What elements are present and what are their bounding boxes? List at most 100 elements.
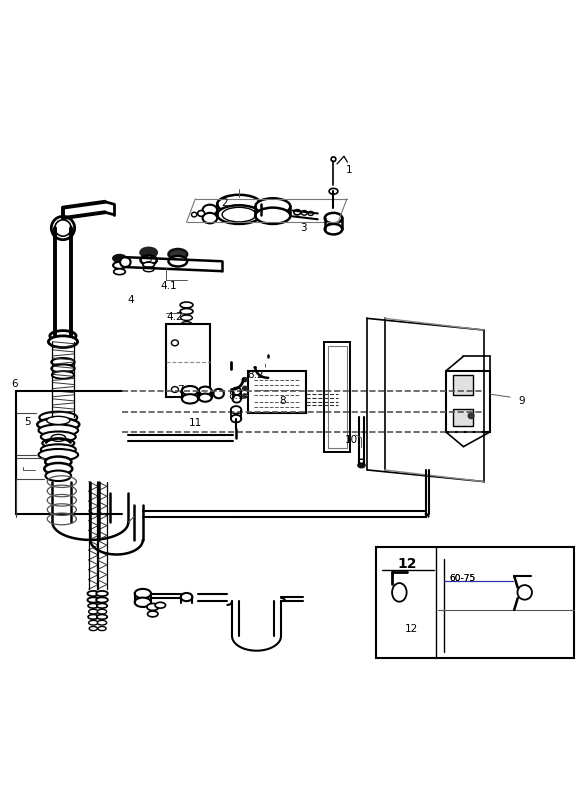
Text: 8: 8 xyxy=(279,396,286,406)
Text: 1: 1 xyxy=(345,165,352,174)
Ellipse shape xyxy=(243,378,247,382)
Text: 2: 2 xyxy=(221,198,228,208)
Ellipse shape xyxy=(155,602,166,608)
Ellipse shape xyxy=(114,269,125,274)
Ellipse shape xyxy=(41,431,76,442)
Ellipse shape xyxy=(48,336,78,347)
Ellipse shape xyxy=(203,213,217,223)
Ellipse shape xyxy=(45,457,72,467)
Ellipse shape xyxy=(325,224,342,234)
Ellipse shape xyxy=(199,386,212,394)
Text: 5: 5 xyxy=(145,254,152,264)
Ellipse shape xyxy=(135,589,151,598)
Ellipse shape xyxy=(392,583,407,602)
Ellipse shape xyxy=(468,413,474,418)
Text: 11: 11 xyxy=(189,418,202,428)
Ellipse shape xyxy=(359,459,364,463)
Ellipse shape xyxy=(87,591,99,596)
Ellipse shape xyxy=(50,330,76,341)
Text: 8.1: 8.1 xyxy=(228,391,244,401)
Ellipse shape xyxy=(217,194,261,214)
Ellipse shape xyxy=(43,438,75,448)
Ellipse shape xyxy=(243,386,247,390)
Text: 4: 4 xyxy=(128,294,135,305)
Text: 8.2: 8.2 xyxy=(247,370,264,380)
Ellipse shape xyxy=(180,302,193,308)
Text: 12: 12 xyxy=(405,623,417,634)
Bar xyxy=(446,371,490,432)
Text: 5: 5 xyxy=(24,417,31,427)
Text: 12: 12 xyxy=(397,558,417,571)
Ellipse shape xyxy=(98,626,106,630)
Ellipse shape xyxy=(191,212,197,217)
Ellipse shape xyxy=(180,309,193,314)
Bar xyxy=(166,324,210,397)
Ellipse shape xyxy=(97,610,107,614)
Ellipse shape xyxy=(141,255,157,265)
Ellipse shape xyxy=(135,598,151,607)
Bar xyxy=(453,410,473,426)
Text: 3: 3 xyxy=(300,223,307,233)
Ellipse shape xyxy=(143,267,154,272)
Ellipse shape xyxy=(358,463,365,468)
Text: 60-75: 60-75 xyxy=(449,574,476,583)
Ellipse shape xyxy=(182,394,198,403)
Ellipse shape xyxy=(51,434,65,442)
Bar xyxy=(324,342,350,453)
Ellipse shape xyxy=(51,358,75,366)
Ellipse shape xyxy=(87,598,99,602)
Ellipse shape xyxy=(147,611,158,617)
Ellipse shape xyxy=(232,395,241,402)
Ellipse shape xyxy=(55,220,71,236)
Bar xyxy=(328,346,347,448)
Ellipse shape xyxy=(243,394,247,398)
Ellipse shape xyxy=(213,389,224,398)
Ellipse shape xyxy=(199,394,212,402)
Ellipse shape xyxy=(518,585,532,600)
Ellipse shape xyxy=(89,620,98,625)
Ellipse shape xyxy=(97,620,107,625)
Bar xyxy=(376,547,574,658)
Ellipse shape xyxy=(51,365,75,373)
Ellipse shape xyxy=(231,415,241,422)
Bar xyxy=(453,375,473,395)
Ellipse shape xyxy=(255,198,290,214)
Ellipse shape xyxy=(120,257,131,267)
Ellipse shape xyxy=(168,256,187,266)
Ellipse shape xyxy=(203,205,217,215)
Ellipse shape xyxy=(255,208,290,224)
Ellipse shape xyxy=(41,444,76,455)
Ellipse shape xyxy=(96,598,108,602)
Ellipse shape xyxy=(89,626,97,630)
Ellipse shape xyxy=(143,262,154,267)
Text: 9: 9 xyxy=(518,396,525,406)
Ellipse shape xyxy=(51,216,75,240)
Ellipse shape xyxy=(38,449,78,461)
Ellipse shape xyxy=(47,416,70,425)
Text: 7: 7 xyxy=(177,385,184,394)
Ellipse shape xyxy=(308,211,314,215)
Ellipse shape xyxy=(40,412,77,423)
Ellipse shape xyxy=(141,248,157,257)
Text: 10: 10 xyxy=(345,434,357,445)
Ellipse shape xyxy=(181,315,192,321)
Ellipse shape xyxy=(329,188,338,194)
Text: 4.1: 4.1 xyxy=(161,282,177,291)
Ellipse shape xyxy=(181,593,192,601)
Ellipse shape xyxy=(182,386,198,395)
Ellipse shape xyxy=(52,371,74,378)
Ellipse shape xyxy=(222,207,256,222)
Ellipse shape xyxy=(198,210,205,216)
Text: 60-75: 60-75 xyxy=(449,574,476,583)
Ellipse shape xyxy=(89,610,98,614)
Ellipse shape xyxy=(147,603,159,610)
Ellipse shape xyxy=(171,386,178,393)
Ellipse shape xyxy=(171,340,178,346)
Ellipse shape xyxy=(231,406,241,414)
Ellipse shape xyxy=(301,210,307,215)
Ellipse shape xyxy=(113,262,126,269)
Ellipse shape xyxy=(97,614,107,619)
Text: 6: 6 xyxy=(11,378,18,389)
Ellipse shape xyxy=(217,206,261,224)
Ellipse shape xyxy=(113,255,126,262)
